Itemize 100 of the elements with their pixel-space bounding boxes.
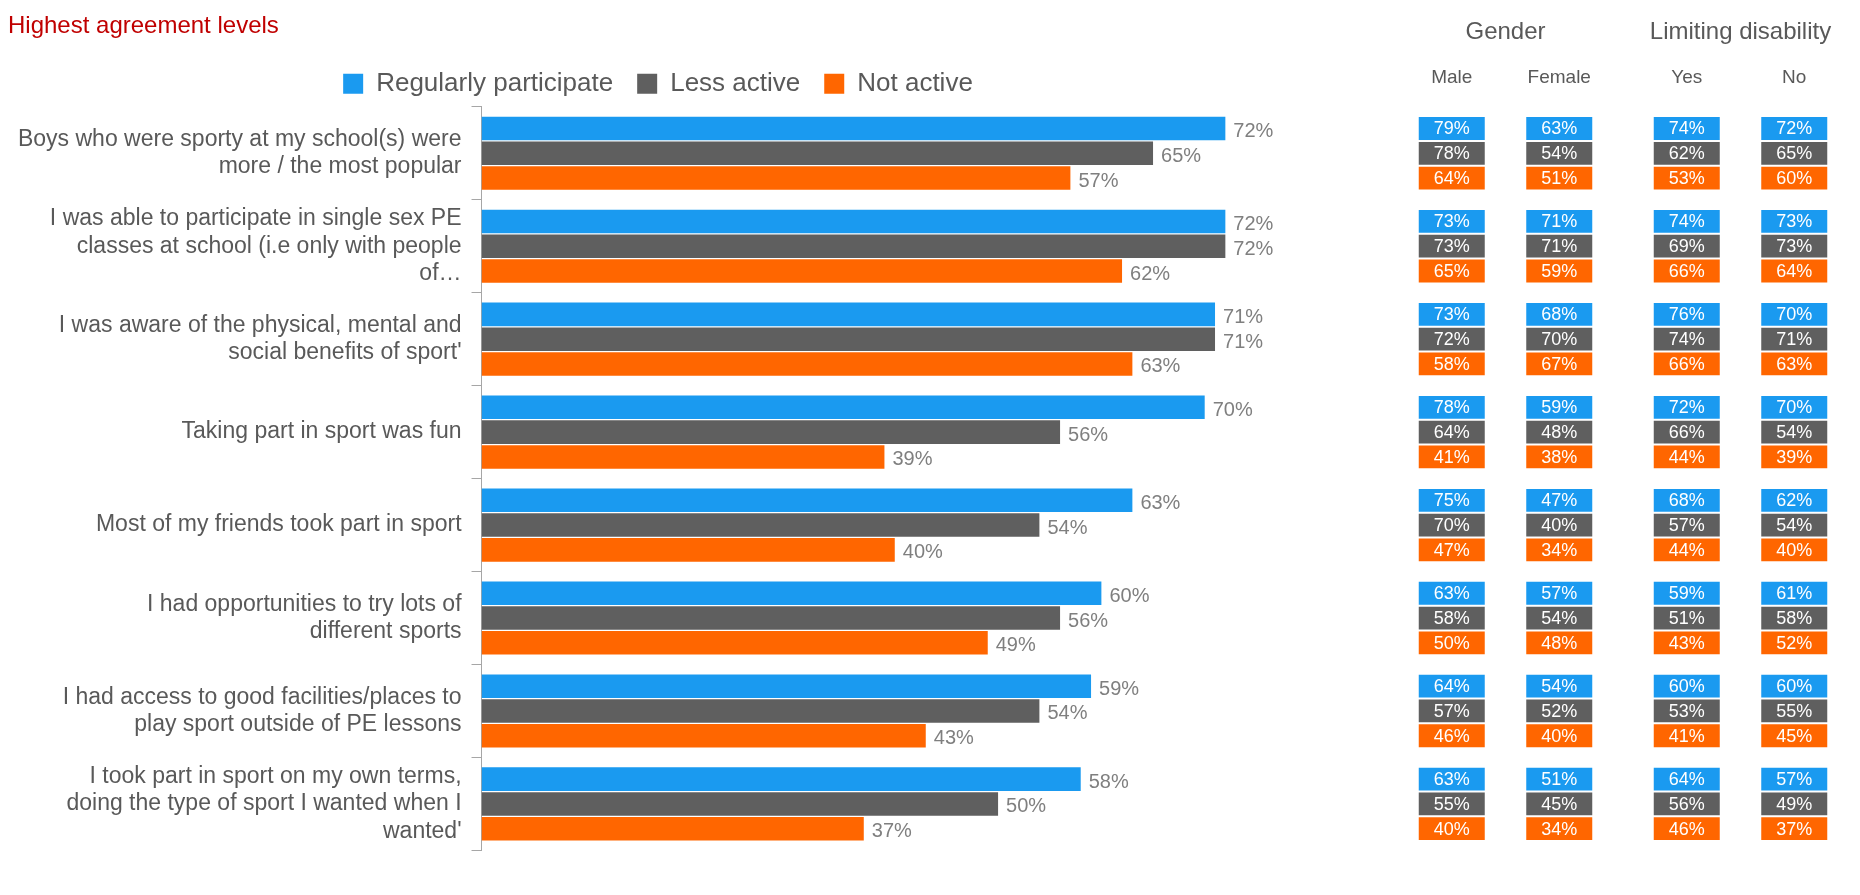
data-label: 34%: [1541, 539, 1578, 560]
bar: [481, 631, 988, 655]
data-label: 54%: [1776, 422, 1813, 443]
data-label: 39%: [1776, 446, 1813, 467]
bar: [481, 767, 1081, 791]
data-label: 54%: [1541, 143, 1578, 164]
x-tick-label: Male: [1431, 66, 1473, 88]
bar: [481, 259, 1123, 283]
data-label: 54%: [1541, 607, 1578, 628]
data-label: 61%: [1776, 583, 1813, 604]
y-tick-label: I had opportunities to try lots of different sports: [147, 589, 463, 644]
chart-title: Limiting disability: [1649, 16, 1832, 44]
data-label: 44%: [1668, 446, 1705, 467]
data-label: 48%: [1541, 422, 1578, 443]
data-label: 63%: [1433, 769, 1470, 790]
data-label: 73%: [1776, 211, 1813, 232]
data-label: 63%: [1776, 353, 1813, 374]
bar: [481, 792, 999, 816]
data-label: 73%: [1776, 236, 1813, 257]
data-label: 71%: [1223, 304, 1264, 327]
data-label: 72%: [1233, 211, 1274, 234]
text: Highest agreement levels: [8, 11, 279, 39]
bar: [481, 209, 1226, 234]
data-label: 50%: [1006, 794, 1047, 817]
data-label: 46%: [1433, 725, 1470, 746]
data-label: 74%: [1668, 211, 1705, 232]
data-label: 72%: [1776, 118, 1813, 139]
y-tick-label: Most of my friends took part in sport: [95, 510, 463, 537]
data-label: 41%: [1433, 446, 1470, 467]
data-label: 70%: [1541, 329, 1578, 350]
data-label: 60%: [1776, 168, 1813, 189]
data-label: 60%: [1776, 676, 1813, 697]
data-label: 72%: [1233, 119, 1274, 141]
data-label: 53%: [1668, 168, 1705, 189]
data-label: 58%: [1776, 607, 1813, 628]
data-label: 37%: [871, 819, 913, 842]
data-label: 72%: [1433, 329, 1470, 350]
data-label: 55%: [1776, 700, 1813, 721]
bar: [481, 234, 1226, 258]
bar: [481, 723, 926, 748]
data-label: 78%: [1433, 143, 1470, 164]
data-label: 65%: [1161, 143, 1202, 166]
data-label: 47%: [1433, 539, 1470, 560]
data-label: 51%: [1541, 168, 1578, 189]
data-label: 63%: [1140, 490, 1181, 513]
data-label: 54%: [1776, 515, 1813, 536]
data-label: 68%: [1668, 490, 1705, 511]
data-label: 40%: [1541, 725, 1578, 746]
data-label: 70%: [1776, 397, 1813, 418]
data-label: 51%: [1541, 769, 1578, 790]
x-tick-label: Yes: [1671, 66, 1703, 88]
data-label: 45%: [1776, 725, 1813, 746]
bar: [481, 116, 1226, 141]
legend-label: Less active: [670, 66, 801, 97]
data-label: 70%: [1433, 515, 1470, 536]
data-label: 59%: [1541, 260, 1578, 281]
data-label: 56%: [1068, 422, 1109, 445]
data-label: 49%: [995, 633, 1036, 656]
data-label: 57%: [1078, 168, 1119, 191]
data-label: 58%: [1088, 769, 1129, 792]
bar: [481, 395, 1205, 420]
data-label: 56%: [1068, 608, 1109, 631]
bar: [481, 327, 1216, 351]
x-tick-label: No: [1782, 66, 1807, 88]
data-label: 59%: [1541, 397, 1578, 418]
data-label: 45%: [1541, 793, 1578, 814]
data-label: 71%: [1541, 211, 1578, 232]
data-label: 39%: [892, 447, 933, 470]
data-label: 65%: [1433, 260, 1470, 281]
data-label: 57%: [1776, 769, 1813, 790]
data-label: 44%: [1668, 539, 1705, 560]
x-tick-label: Female: [1527, 66, 1591, 88]
bar: [481, 674, 1092, 698]
data-label: 46%: [1668, 818, 1705, 839]
data-label: 34%: [1541, 818, 1578, 839]
data-label: 72%: [1233, 236, 1274, 259]
data-label: 51%: [1668, 607, 1705, 628]
data-label: 79%: [1433, 118, 1470, 139]
bar: [481, 538, 895, 562]
bar: [481, 141, 1154, 166]
data-label: 70%: [1776, 304, 1813, 325]
data-label: 40%: [902, 540, 944, 563]
data-label: 71%: [1541, 236, 1578, 257]
data-label: 54%: [1047, 701, 1088, 724]
data-label: 78%: [1433, 397, 1470, 418]
data-label: 71%: [1776, 329, 1813, 350]
data-label: 63%: [1433, 583, 1470, 604]
data-label: 41%: [1668, 725, 1705, 746]
data-label: 62%: [1130, 261, 1171, 284]
bar: [481, 816, 864, 841]
data-label: 64%: [1776, 260, 1813, 281]
data-label: 38%: [1541, 446, 1578, 467]
data-label: 66%: [1668, 260, 1705, 281]
bar: [481, 302, 1216, 327]
data-label: 64%: [1433, 676, 1470, 697]
bar: [481, 352, 1133, 376]
bar: [481, 699, 1040, 723]
data-label: 59%: [1668, 583, 1705, 604]
bar: [481, 606, 1061, 630]
y-tick-label: I took part in sport on my own terms, doing the type of sport I wanted when I wanted': [66, 761, 462, 843]
